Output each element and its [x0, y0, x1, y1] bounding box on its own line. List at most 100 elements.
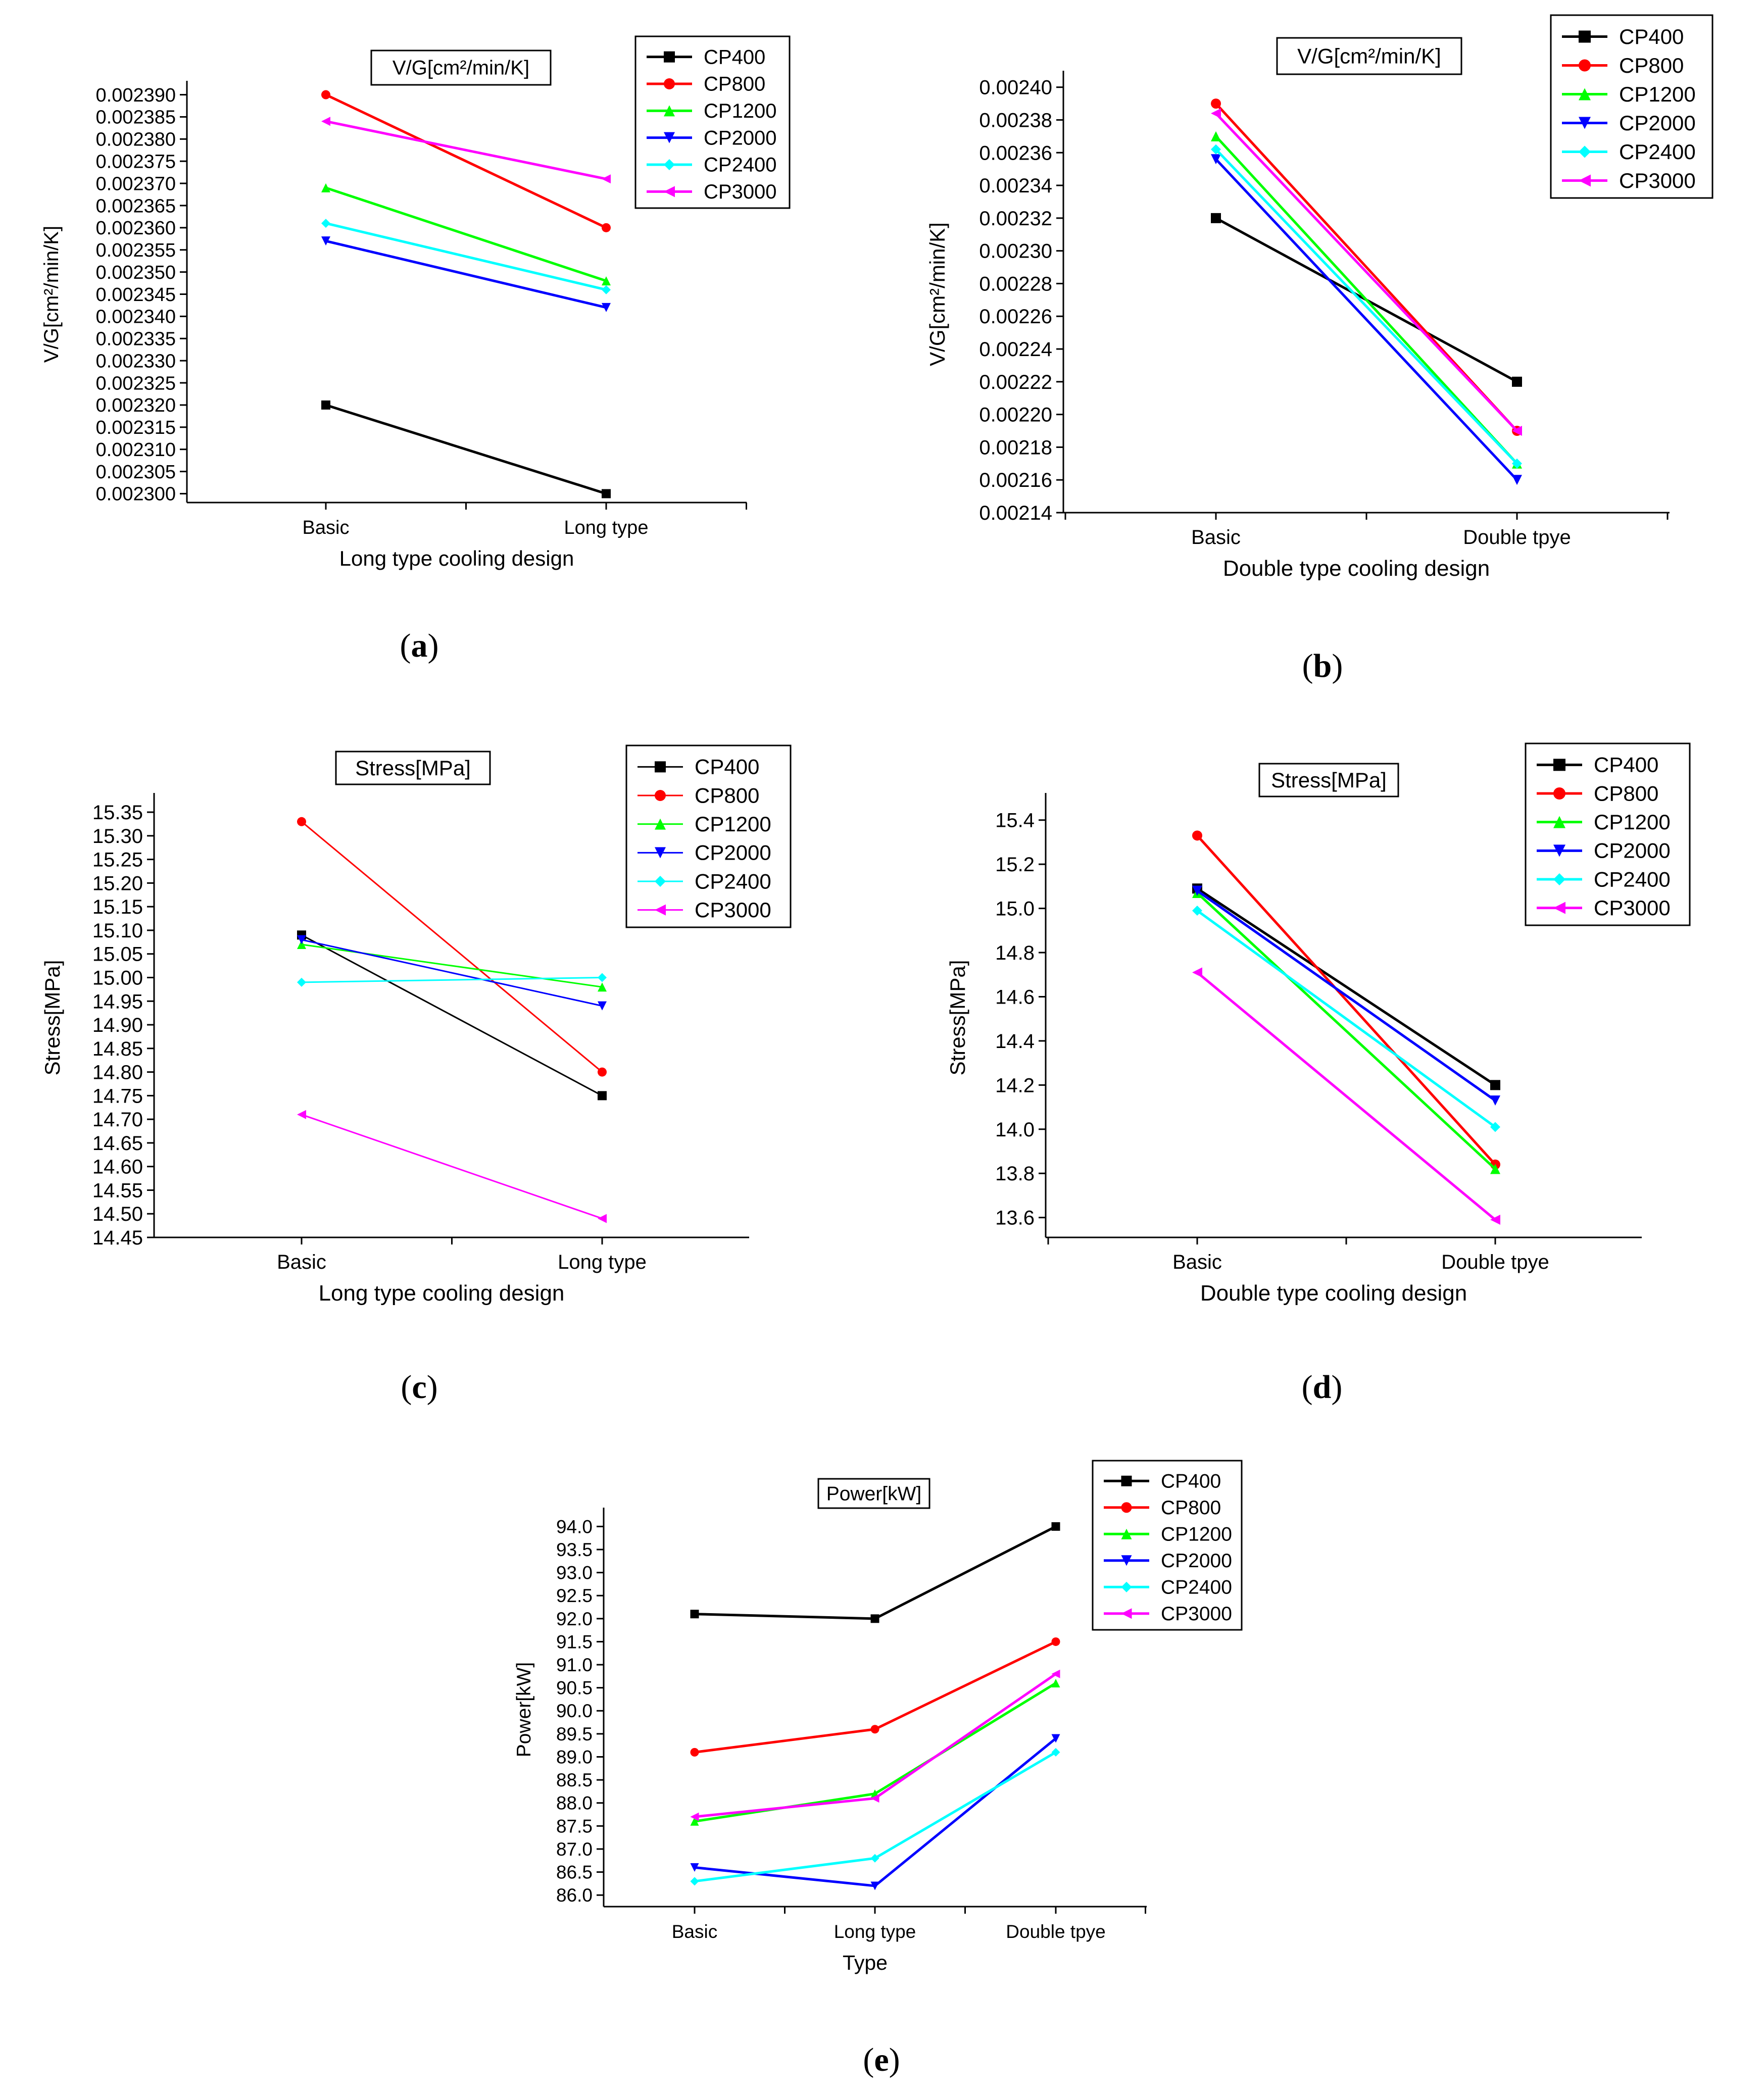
y-tick-label: 0.002390: [96, 85, 176, 106]
y-tick-label: 14.2: [995, 1074, 1035, 1096]
series-line-cp400: [1196, 887, 1496, 1086]
y-axis-label: V/G[cm²/min/K]: [40, 226, 63, 363]
data-point-cp2000: [598, 1001, 607, 1011]
x-tick-label: Basic: [1191, 526, 1241, 549]
series-line-cp2400: [1215, 148, 1518, 465]
y-tick-label: 14.95: [92, 990, 143, 1013]
data-point-cp1200: [1211, 131, 1221, 141]
data-point-cp1200: [1490, 1164, 1500, 1174]
y-tick-label: 0.002370: [96, 173, 176, 194]
legend-marker: [1579, 174, 1591, 187]
y-tick-label: 15.10: [92, 920, 143, 942]
x-tick-label: Double tpye: [1463, 526, 1571, 549]
data-point-cp800: [870, 1725, 879, 1734]
legend-label: CP3000: [1161, 1603, 1232, 1625]
y-tick-label: 92.0: [556, 1609, 593, 1629]
y-tick-label: 14.6: [995, 986, 1035, 1008]
data-point-cp1200: [690, 1817, 699, 1826]
series-line-cp800: [1196, 834, 1496, 1166]
y-tick-label: 15.00: [92, 967, 143, 989]
y-tick-label: 91.5: [556, 1631, 593, 1652]
y-tick-label: 0.00238: [979, 109, 1052, 131]
data-point-cp3000: [1192, 967, 1202, 978]
x-tick-label: Basic: [672, 1921, 717, 1942]
data-point-cp3000: [1490, 1215, 1500, 1225]
y-axis-label: Stress[MPa]: [946, 960, 969, 1076]
y-tick-label: 0.00222: [979, 371, 1052, 393]
data-point-cp2400: [598, 973, 607, 982]
y-tick-label: 13.6: [995, 1207, 1035, 1229]
series-line-cp2400: [325, 222, 607, 291]
legend-marker: [1553, 787, 1565, 800]
legend-marker: [1579, 145, 1591, 158]
legend-label: CP2000: [1594, 839, 1671, 863]
y-tick-label: 88.0: [556, 1793, 593, 1814]
data-point-cp3000: [297, 1110, 306, 1119]
legend-label: CP3000: [1594, 896, 1671, 920]
y-tick-label: 0.002300: [96, 484, 176, 505]
y-tick-label: 0.002330: [96, 351, 176, 372]
y-tick-label: 0.002335: [96, 329, 176, 350]
y-axis-label: Power[kW]: [513, 1662, 535, 1758]
panel-caption: (c): [401, 1369, 437, 1406]
data-point-cp3000: [321, 117, 330, 126]
y-tick-label: 0.002305: [96, 462, 176, 483]
legend-label: CP2400: [1161, 1577, 1232, 1599]
data-point-cp800: [598, 1067, 607, 1077]
x-axis-label: Type: [843, 1951, 888, 1974]
x-tick-label: Basic: [277, 1251, 326, 1273]
data-point-cp2400: [321, 219, 330, 228]
data-point-cp2400: [297, 977, 306, 987]
y-tick-label: 86.5: [556, 1862, 593, 1883]
series-line-cp800: [301, 821, 603, 1073]
legend-box: [1525, 742, 1691, 926]
legend-marker: [655, 847, 666, 859]
y-tick-label: 14.85: [92, 1038, 143, 1060]
y-tick-label: 89.0: [556, 1747, 593, 1767]
y-tick-label: 0.00240: [979, 77, 1052, 99]
data-point-cp2400: [602, 285, 611, 294]
chart-title-box: [1276, 37, 1462, 75]
chart-title: V/G[cm²/min/K]: [1297, 44, 1441, 68]
y-tick-label: 0.002340: [96, 307, 176, 328]
data-point-cp2400: [1490, 1122, 1500, 1132]
data-point-cp2000: [321, 236, 330, 246]
chart-title: Stress[MPa]: [1271, 768, 1387, 792]
legend-marker: [655, 761, 666, 773]
series-line-cp400: [694, 1525, 1057, 1620]
series-line-cp2400: [1196, 909, 1496, 1128]
x-tick-label: Long type: [558, 1251, 647, 1273]
data-point-cp400: [1490, 1080, 1500, 1090]
data-point-cp2000: [1211, 154, 1221, 165]
data-point-cp800: [1051, 1637, 1060, 1646]
y-tick-label: 92.5: [556, 1585, 593, 1606]
series-line-cp1200: [325, 186, 607, 282]
legend-marker: [664, 105, 675, 117]
x-axis-label: Long type cooling design: [339, 546, 574, 570]
data-point-cp2400: [870, 1854, 879, 1863]
y-tick-label: 0.002385: [96, 107, 176, 128]
data-point-cp2400: [1211, 144, 1221, 155]
legend-marker: [1553, 816, 1565, 828]
y-tick-label: 15.15: [92, 896, 143, 918]
series-line-cp1200: [1215, 135, 1518, 465]
y-tick-label: 0.00218: [979, 436, 1052, 459]
data-point-cp2000: [690, 1863, 699, 1872]
data-point-cp2000: [602, 303, 611, 312]
legend-label: CP1200: [704, 100, 777, 122]
legend-marker: [1579, 88, 1591, 101]
legend-marker: [1121, 1528, 1132, 1539]
series-line-cp400: [325, 404, 607, 495]
chart-title: Stress[MPa]: [355, 756, 471, 780]
series-line-cp2000: [301, 939, 603, 1007]
y-tick-label: 0.00236: [979, 142, 1052, 164]
legend-label: CP3000: [1619, 169, 1696, 192]
data-point-cp2000: [297, 935, 306, 944]
y-tick-label: 90.5: [556, 1678, 593, 1699]
series-line-cp1200: [301, 943, 603, 988]
y-tick-label: 14.0: [995, 1119, 1035, 1141]
legend-label: CP400: [1161, 1471, 1221, 1492]
chart-title: V/G[cm²/min/K]: [393, 57, 529, 79]
legend-label: CP400: [1594, 753, 1658, 777]
y-tick-label: 0.002350: [96, 262, 176, 283]
